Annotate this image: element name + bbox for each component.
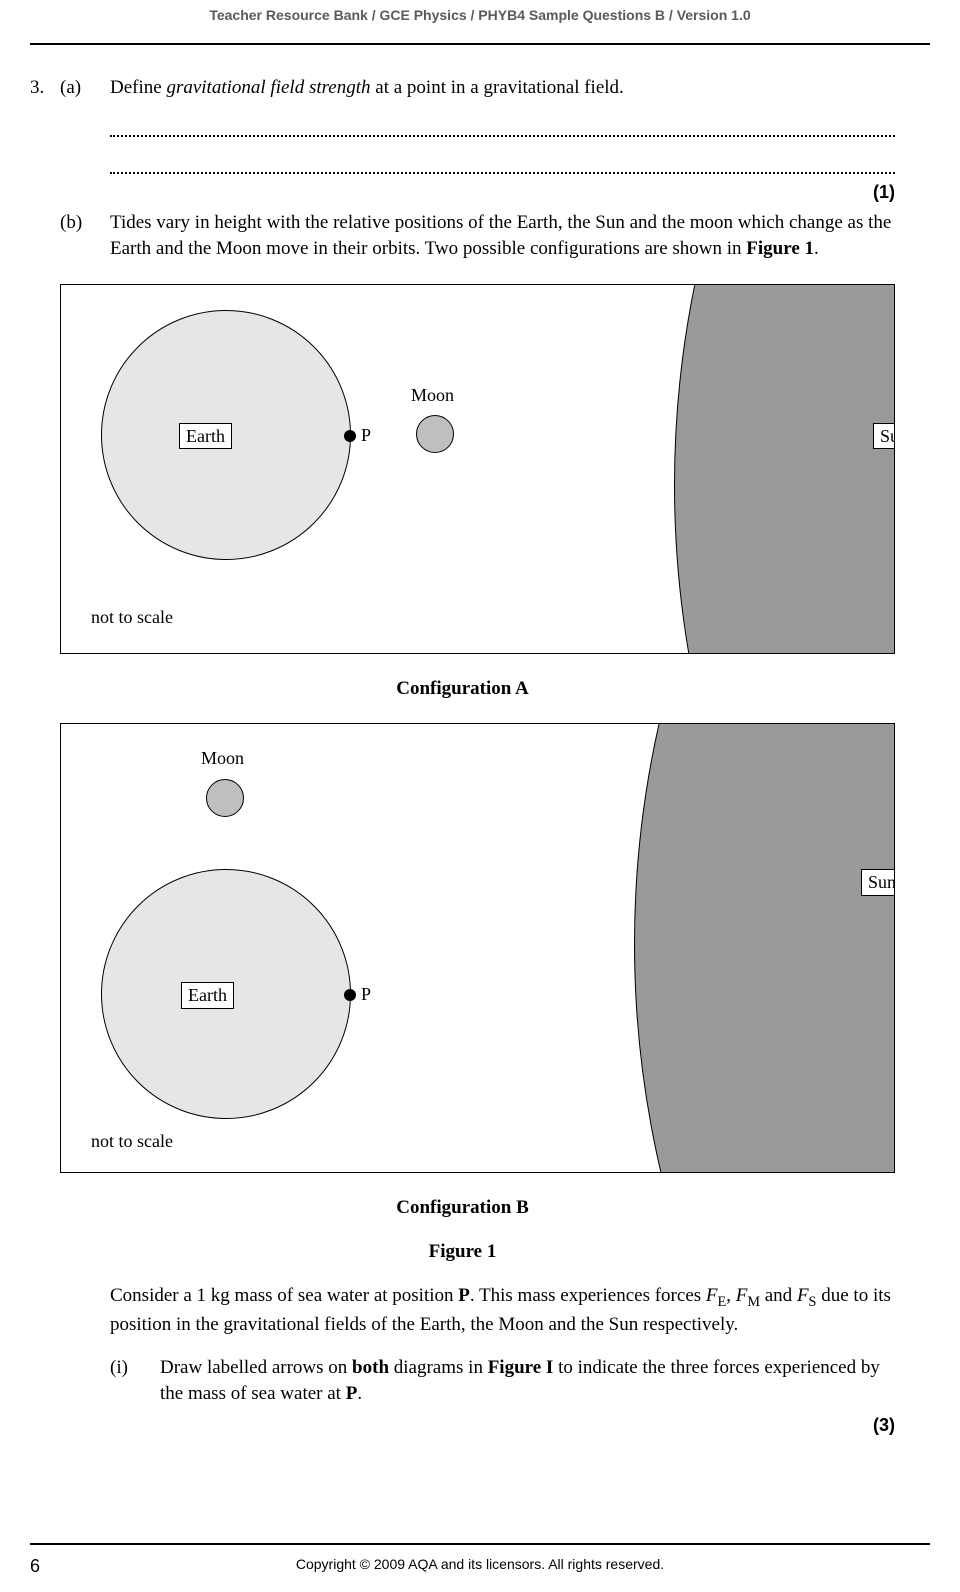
i-t1: Draw labelled arrows on <box>160 1357 352 1378</box>
a-text-em: gravitational field strength <box>166 77 370 98</box>
label-sun-a: Sun <box>873 423 895 449</box>
answer-line-2 <box>110 151 895 174</box>
part-label-a: (a) <box>60 75 110 174</box>
caption-config-b: Configuration B <box>30 1195 895 1221</box>
answer-line-1 <box>110 115 895 138</box>
sub-label-i: (i) <box>110 1355 160 1406</box>
copyright: Copyright © 2009 AQA and its licensors. … <box>30 1555 930 1574</box>
marks-i: (3) <box>30 1413 895 1437</box>
a-text-post: at a point in a gravitational field. <box>371 77 624 98</box>
i-b3: P <box>346 1383 358 1404</box>
label-earth-b: Earth <box>181 982 234 1008</box>
label-scale-a: not to scale <box>91 605 173 629</box>
point-p-b <box>344 989 356 1001</box>
sub-i-body: Draw labelled arrows on both diagrams in… <box>160 1355 895 1406</box>
question-3a: 3. (a) Define gravitational field streng… <box>30 75 895 174</box>
i-t2: diagrams in <box>389 1357 488 1378</box>
footer-rule <box>30 1543 930 1545</box>
label-earth-a: Earth <box>179 423 232 449</box>
a-text-pre: Define <box>110 77 166 98</box>
caption-config-a: Configuration A <box>30 676 895 702</box>
label-p-b: P <box>361 982 371 1006</box>
label-sun-b: Sun <box>861 869 895 895</box>
i-b1: both <box>352 1357 389 1378</box>
c-comma: , <box>726 1285 736 1306</box>
sun-arc-a <box>674 284 895 654</box>
caption-figure-1: Figure 1 <box>30 1239 895 1265</box>
label-scale-b: not to scale <box>91 1129 173 1153</box>
c-t3: and <box>760 1285 797 1306</box>
c-t1: Consider a 1 kg mass of sea water at pos… <box>110 1285 458 1306</box>
page-header: Teacher Resource Bank / GCE Physics / PH… <box>0 0 960 25</box>
moon-circle-b <box>206 779 244 817</box>
force-fs: F <box>797 1285 809 1306</box>
i-b2: Figure I <box>488 1357 554 1378</box>
i-t4: . <box>357 1383 362 1404</box>
b-tail: . <box>814 238 819 259</box>
consider-body: Consider a 1 kg mass of sea water at pos… <box>110 1283 895 1338</box>
c-t2: . This mass experiences forces <box>470 1285 706 1306</box>
force-fm-sub: M <box>747 1293 760 1309</box>
part-label-b: (b) <box>60 210 110 261</box>
force-fe: F <box>706 1285 718 1306</box>
part-a-body: Define gravitational field strength at a… <box>110 75 895 174</box>
consider-para: Consider a 1 kg mass of sea water at pos… <box>30 1283 895 1338</box>
force-fe-sub: E <box>718 1293 727 1309</box>
content: 3. (a) Define gravitational field streng… <box>0 45 960 1437</box>
question-3b: (b) Tides vary in height with the relati… <box>30 210 895 261</box>
label-p-a: P <box>361 423 371 447</box>
moon-circle-a <box>416 415 454 453</box>
footer: Copyright © 2009 AQA and its licensors. … <box>30 1543 930 1574</box>
b-bold: Figure 1 <box>746 238 814 259</box>
question-number: 3. <box>30 75 60 174</box>
figure-config-a: Earth P Moon Sun not to scale <box>60 284 895 654</box>
figure-config-b: Moon Sun Earth P not to scale <box>60 723 895 1173</box>
force-fm: F <box>736 1285 748 1306</box>
sun-arc-b <box>634 723 895 1173</box>
subpart-i: (i) Draw labelled arrows on both diagram… <box>30 1355 895 1406</box>
part-b-body: Tides vary in height with the relative p… <box>110 210 895 261</box>
point-p-a <box>344 430 356 442</box>
c-p: P <box>458 1285 470 1306</box>
label-moon-b: Moon <box>201 746 244 770</box>
marks-a: (1) <box>30 180 895 204</box>
page-number: 6 <box>30 1554 40 1578</box>
label-moon-a: Moon <box>411 383 454 407</box>
